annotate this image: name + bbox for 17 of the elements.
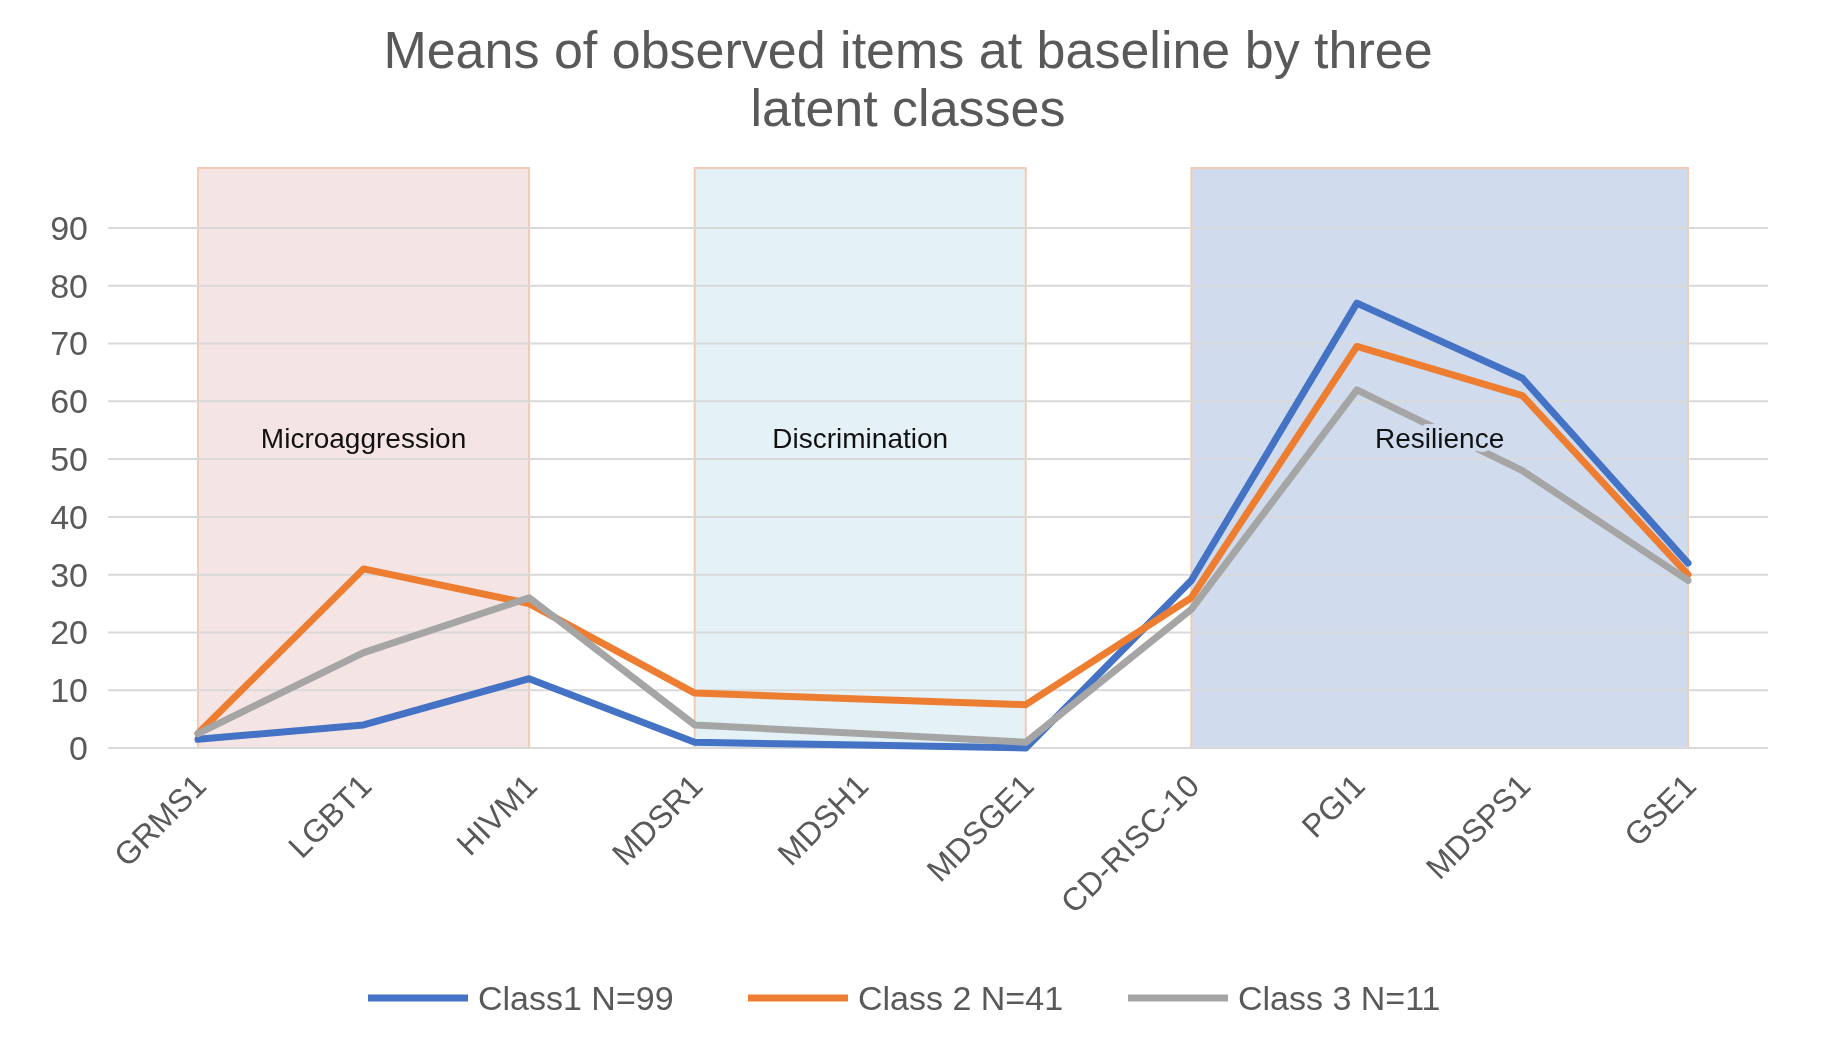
y-tick-label: 80 (50, 266, 88, 305)
y-tick-label: 50 (50, 440, 88, 479)
y-tick-label: 90 (50, 208, 88, 247)
y-tick-label: 70 (50, 324, 88, 363)
band-label: Resilience (1375, 422, 1505, 454)
y-tick-label: 10 (50, 671, 88, 710)
chart-title: Means of observed items at baseline by three latent classes (383, 21, 1433, 137)
legend-label: Class 3 N=11 (1238, 978, 1441, 1017)
legend-label: Class 2 N=41 (858, 978, 1064, 1017)
band-label: Microaggression (260, 422, 467, 454)
y-tick-label: 30 (50, 555, 88, 594)
y-tick-label: 20 (50, 613, 88, 652)
band-label: Discrimination (772, 422, 949, 454)
legend-label: Class1 N=99 (478, 978, 674, 1017)
y-tick-label: 0 (69, 728, 88, 767)
y-tick-label: 40 (50, 497, 88, 536)
y-tick-label: 60 (50, 382, 88, 421)
